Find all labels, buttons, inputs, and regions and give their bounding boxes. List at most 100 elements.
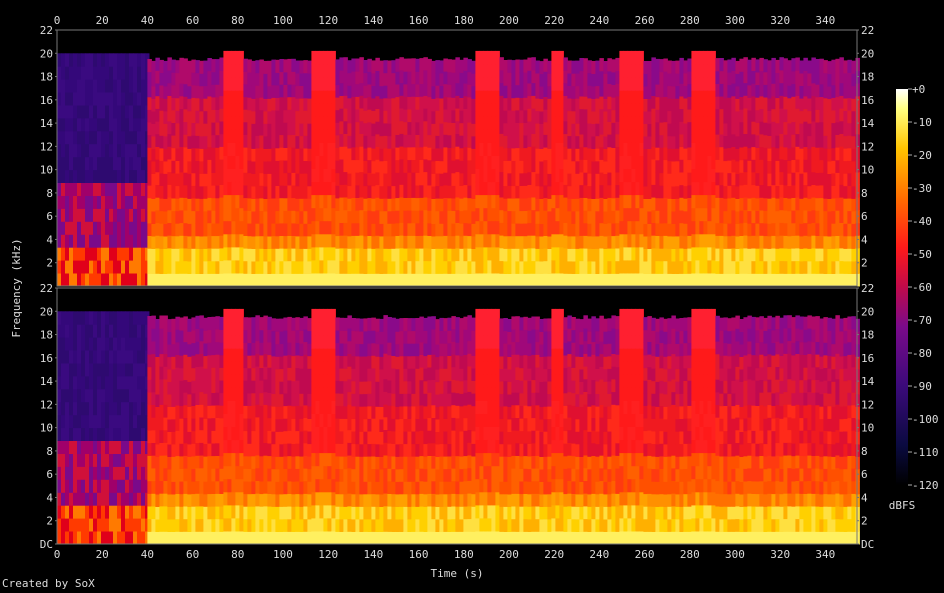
spectrogram-cell — [299, 223, 304, 237]
spectrogram-cell — [259, 518, 264, 532]
spectrogram-cell — [635, 259, 640, 274]
spectrogram-cell — [97, 105, 102, 119]
spectrogram-cell — [459, 248, 464, 262]
spectrogram-cell — [85, 182, 90, 196]
spectrogram-cell — [659, 134, 664, 148]
spectrogram-cell — [327, 335, 332, 349]
spectrogram-cell — [69, 182, 74, 196]
spectrogram-cell — [387, 223, 392, 237]
spectrogram-cell — [287, 58, 292, 72]
spectrogram-cell — [395, 197, 400, 211]
spectrogram-cell — [643, 111, 648, 124]
spectrogram-cell — [231, 517, 236, 532]
spectrogram-cell — [295, 135, 300, 149]
spectrogram-cell — [121, 208, 126, 222]
spectrogram-cell — [235, 426, 240, 441]
spectrogram-cell — [551, 220, 556, 235]
spectrogram-cell — [451, 223, 456, 237]
spectrogram-cell — [559, 220, 564, 235]
spectrogram-cell — [675, 60, 680, 74]
spectrogram-cell — [579, 235, 584, 249]
spectrogram-cell — [607, 58, 612, 72]
spectrogram-cell — [137, 363, 142, 377]
spectrogram-cell — [85, 440, 90, 454]
spectrogram-cell — [463, 235, 468, 249]
spectrogram-cell — [355, 71, 360, 85]
spectrogram-cell — [203, 185, 208, 199]
spectrogram-cell — [783, 222, 788, 236]
spectrogram-cell — [227, 530, 232, 545]
spectrogram-cell — [459, 135, 464, 149]
spectrogram-cell — [655, 210, 660, 224]
spectrogram-cell — [279, 84, 284, 98]
spectrogram-cell — [207, 354, 212, 368]
spectrogram-cell — [483, 194, 488, 209]
spectrogram-cell — [587, 235, 592, 249]
spectrogram-cell — [101, 92, 106, 106]
spectrogram-cell — [275, 356, 280, 370]
spectrogram-cell — [327, 478, 332, 493]
spectrogram-cell — [319, 348, 324, 362]
spectrogram-cell — [359, 82, 364, 96]
spectrogram-cell — [347, 391, 352, 405]
spectrogram-cell — [751, 70, 756, 84]
spectrogram-cell — [587, 72, 592, 86]
plot-area — [57, 30, 860, 545]
spectrogram-cell — [647, 98, 652, 112]
spectrogram-cell — [179, 355, 184, 369]
spectrogram-cell — [551, 77, 556, 91]
spectrogram-cell — [155, 121, 160, 135]
spectrogram-cell — [155, 444, 160, 457]
spectrogram-cell — [171, 160, 176, 174]
spectrogram-cell — [699, 181, 704, 196]
spectrogram-cell — [255, 416, 260, 431]
spectrogram-cell — [635, 155, 640, 169]
spectrogram-cell — [113, 466, 118, 480]
spectrogram-cell — [615, 95, 620, 110]
spectrogram-cell — [631, 90, 636, 104]
spectrogram-cell — [723, 235, 728, 249]
spectrogram-cell — [447, 84, 452, 98]
spectrogram-cell — [211, 134, 216, 148]
spectrogram-cell — [603, 261, 608, 274]
spectrogram-cell — [635, 142, 640, 156]
spectrogram-cell — [203, 481, 208, 495]
spectrogram-cell — [539, 261, 544, 274]
spectrogram-cell — [623, 103, 628, 117]
spectrogram-cell — [207, 468, 212, 482]
spectrogram-cell — [271, 356, 276, 369]
spectrogram-cell — [387, 235, 392, 249]
spectrogram-cell — [187, 223, 192, 237]
spectrogram-cell — [73, 195, 78, 209]
spectrogram-cell — [327, 103, 332, 117]
spectrogram-cell — [303, 110, 308, 124]
spectrogram-cell — [595, 110, 600, 124]
spectrogram-cell — [223, 530, 228, 545]
spectrogram-cell — [699, 50, 704, 65]
spectrogram-cell — [583, 146, 588, 160]
spectrogram-cell — [415, 84, 420, 98]
spectrogram-cell — [479, 233, 484, 248]
spectrogram-cell — [259, 84, 264, 98]
spectrogram-cell — [663, 184, 668, 198]
spectrogram-cell — [483, 64, 488, 78]
spectrogram-cell — [191, 455, 196, 469]
spectrogram-cell — [555, 50, 560, 65]
spectrogram-cell — [627, 168, 632, 183]
spectrogram-cell — [159, 97, 164, 111]
spectrogram-cell — [227, 374, 232, 388]
spectrogram-cell — [739, 172, 744, 186]
spectrogram-cell — [719, 83, 724, 97]
spectrogram-cell — [355, 210, 360, 224]
spectrogram-cell — [291, 531, 296, 545]
spectrogram-cell — [675, 110, 680, 124]
spectrogram-cell — [479, 168, 484, 183]
spectrogram-cell — [155, 197, 160, 211]
spectrogram-cell — [615, 83, 620, 97]
spectrogram-cell — [591, 123, 596, 137]
spectrogram-cell — [463, 146, 468, 160]
spectrogram-cell — [715, 210, 720, 224]
spectrogram-cell — [619, 220, 624, 235]
spectrogram-cell — [643, 86, 648, 99]
spectrogram-cell — [315, 103, 320, 117]
